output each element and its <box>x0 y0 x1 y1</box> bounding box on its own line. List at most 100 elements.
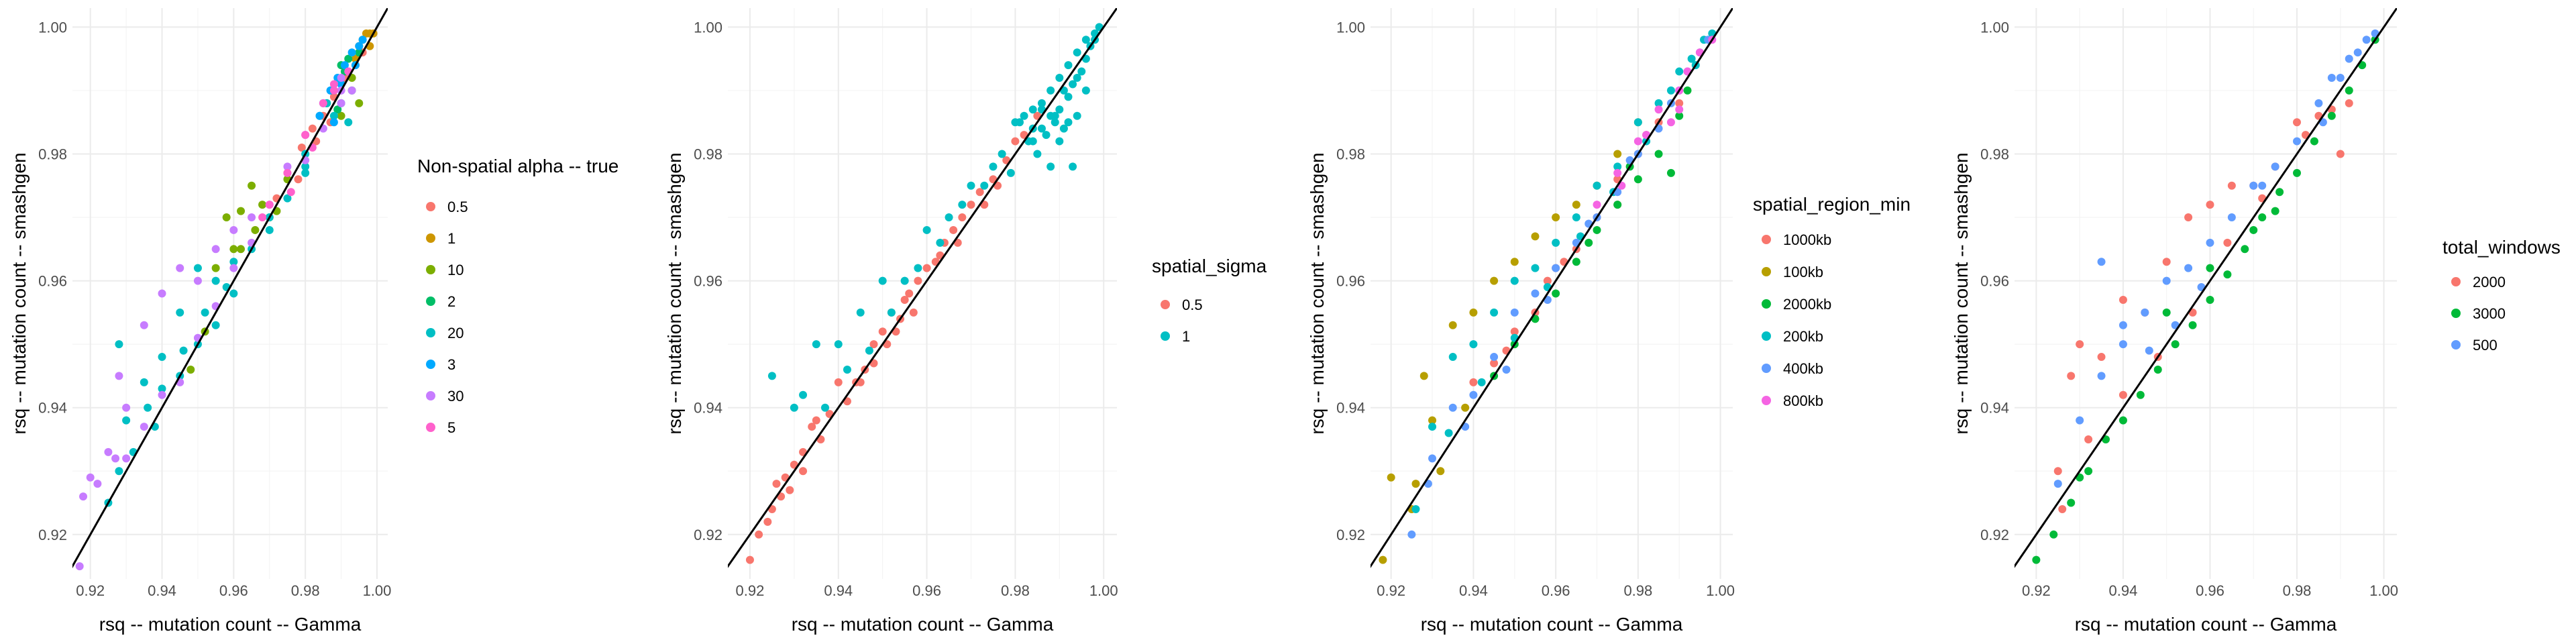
data-point <box>2206 295 2214 304</box>
data-point <box>843 365 851 374</box>
data-point <box>193 264 202 272</box>
data-point <box>922 264 931 272</box>
data-point <box>1042 131 1051 140</box>
data-point <box>176 264 184 272</box>
data-point <box>2049 530 2058 539</box>
data-point <box>2184 264 2193 272</box>
data-point <box>1028 137 1037 146</box>
data-point <box>222 213 231 222</box>
legend-title: total_windows <box>2443 237 2561 258</box>
legend-label: 200kb <box>1783 328 1823 345</box>
data-point <box>229 225 238 234</box>
data-point <box>333 105 342 114</box>
data-point <box>297 144 306 152</box>
x-tick-label: 0.94 <box>1459 582 1488 599</box>
data-point <box>2275 188 2284 197</box>
data-point <box>2258 181 2267 190</box>
data-point <box>140 321 148 329</box>
data-point <box>967 201 975 209</box>
data-point <box>355 42 364 50</box>
data-point <box>1654 99 1663 107</box>
data-point <box>909 308 918 317</box>
y-tick-label: 0.98 <box>1336 146 1365 162</box>
data-point <box>1428 416 1437 425</box>
legend: Non-spatial alpha -- true 0.5 1 10 2 20 3 30 5 <box>417 156 619 436</box>
data-point <box>1675 105 1684 114</box>
data-point <box>1490 359 1499 368</box>
data-point <box>337 111 345 120</box>
data-point <box>1477 378 1486 386</box>
data-point <box>140 378 148 386</box>
data-point <box>980 181 989 190</box>
data-point <box>1411 480 1420 488</box>
legend-label: 2000kb <box>1783 296 1831 313</box>
data-point <box>2336 150 2345 158</box>
data-point <box>358 36 367 44</box>
data-point <box>283 168 292 177</box>
data-point <box>344 118 353 127</box>
data-point <box>786 486 794 494</box>
legend-label: 0.5 <box>1182 297 1203 313</box>
series-100kb <box>1379 118 1642 564</box>
data-point <box>111 454 120 463</box>
data-point <box>812 340 820 349</box>
identity-line <box>1371 8 1733 568</box>
data-point <box>211 264 220 272</box>
data-point <box>1037 124 1046 133</box>
data-point <box>1585 238 1593 247</box>
data-point <box>1490 276 1499 285</box>
series-5 <box>258 67 353 222</box>
data-point <box>1572 258 1580 266</box>
grid <box>728 8 1117 579</box>
data-point <box>93 480 102 488</box>
y-tick-label: 0.96 <box>38 273 67 290</box>
y-tick-label: 0.94 <box>1336 400 1365 417</box>
data-point <box>1633 175 1642 184</box>
data-point <box>79 492 88 501</box>
data-point <box>1436 467 1445 476</box>
data-point <box>2118 390 2127 399</box>
data-point <box>1469 378 1478 386</box>
data-point <box>878 276 887 285</box>
data-point <box>1064 61 1073 70</box>
data-point <box>922 225 931 234</box>
data-point <box>821 403 829 412</box>
data-point <box>834 340 843 349</box>
data-point <box>1613 168 1622 177</box>
series-3000 <box>2032 36 2379 564</box>
data-point <box>2223 270 2232 279</box>
legend: spatial_region_min 1000kb 100kb 2000kb 200kb… <box>1753 194 1911 409</box>
data-point <box>1666 168 1675 177</box>
data-point <box>1046 86 1055 95</box>
data-point <box>301 162 310 171</box>
data-point <box>1448 321 1457 329</box>
data-point <box>1428 454 1437 463</box>
y-axis-title: rsq -- mutation count -- smashgen <box>1951 152 1972 434</box>
legend-label: 20 <box>447 325 464 341</box>
data-point <box>237 207 246 215</box>
legend-key <box>1161 300 1170 309</box>
y-tick-label: 1.00 <box>1336 19 1365 36</box>
x-tick-label: 0.96 <box>912 582 941 599</box>
x-tick-label: 0.92 <box>736 582 765 599</box>
y-axis-title: rsq -- mutation count -- smashgen <box>1307 152 1328 434</box>
y-tick-label: 0.92 <box>694 527 722 543</box>
data-point <box>237 245 246 254</box>
data-point <box>2067 372 2076 380</box>
data-point <box>2076 340 2084 349</box>
data-point <box>229 289 238 298</box>
legend-key <box>426 423 435 432</box>
data-point <box>319 99 327 107</box>
legend-label: 5 <box>447 419 455 436</box>
data-point <box>2184 213 2193 222</box>
data-point <box>2076 416 2084 425</box>
data-point <box>1379 555 1387 564</box>
data-point <box>1633 118 1642 127</box>
data-point <box>115 372 123 380</box>
data-point <box>1028 105 1037 114</box>
legend-title: spatial_sigma <box>1152 256 1267 276</box>
data-point <box>1064 93 1073 101</box>
data-point <box>1543 276 1552 285</box>
data-point <box>2310 137 2318 146</box>
series-2000 <box>2053 99 2353 513</box>
